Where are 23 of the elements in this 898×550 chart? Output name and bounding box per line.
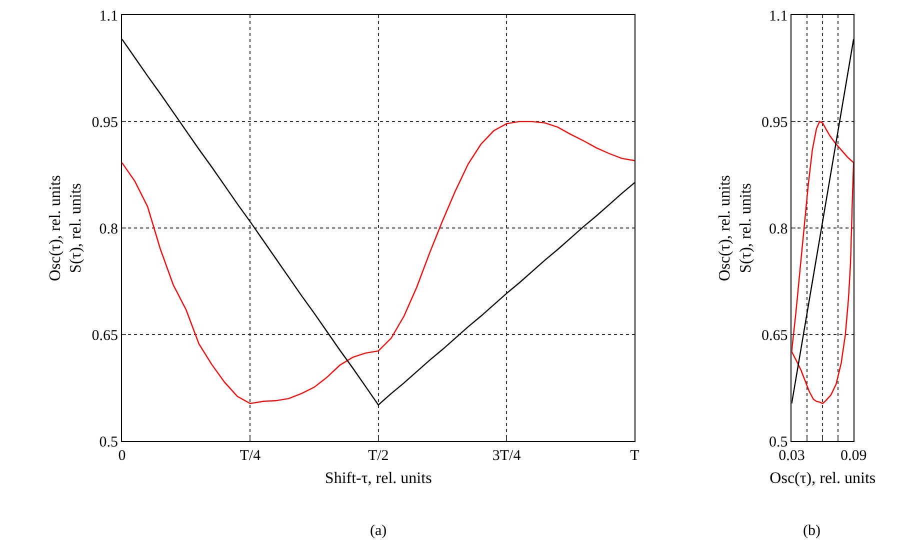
x-tick-label: 0.09 bbox=[840, 448, 867, 464]
y-tick-label: 1.1 bbox=[99, 8, 118, 24]
x-tick-label: T/2 bbox=[368, 448, 389, 464]
x-tick-label: 3T/4 bbox=[492, 448, 522, 464]
y-axis-title: Osc(τ), rel. units S(τ), rel. units bbox=[46, 175, 85, 282]
x-axis-title: Osc(τ), rel. units bbox=[770, 470, 876, 487]
text: (b) bbox=[803, 523, 820, 539]
x-tick-label: 0.03 bbox=[778, 448, 805, 464]
x-tick-label: T bbox=[630, 448, 640, 464]
y-tick-label: 0.8 bbox=[99, 221, 118, 238]
x-tick-label: 0 bbox=[118, 448, 126, 464]
text: (a) bbox=[370, 523, 387, 539]
y-tick-label: 0.95 bbox=[761, 114, 788, 131]
y-tick-label: 0.8 bbox=[768, 221, 788, 238]
y-tick-label: 0.95 bbox=[92, 114, 118, 131]
x-axis-title: Shift-τ, rel. units bbox=[324, 470, 432, 487]
x-tick-label: T/4 bbox=[240, 448, 262, 464]
y-tick-label: 0.65 bbox=[761, 328, 788, 344]
y-tick-label: 1.1 bbox=[768, 8, 788, 24]
y-axis-title: Osc(τ), rel. units S(τ), rel. units bbox=[716, 175, 754, 282]
y-tick-label: 0.5 bbox=[99, 434, 118, 450]
y-tick-label: 0.65 bbox=[92, 328, 118, 344]
y-tick-label: 0.5 bbox=[768, 434, 788, 450]
